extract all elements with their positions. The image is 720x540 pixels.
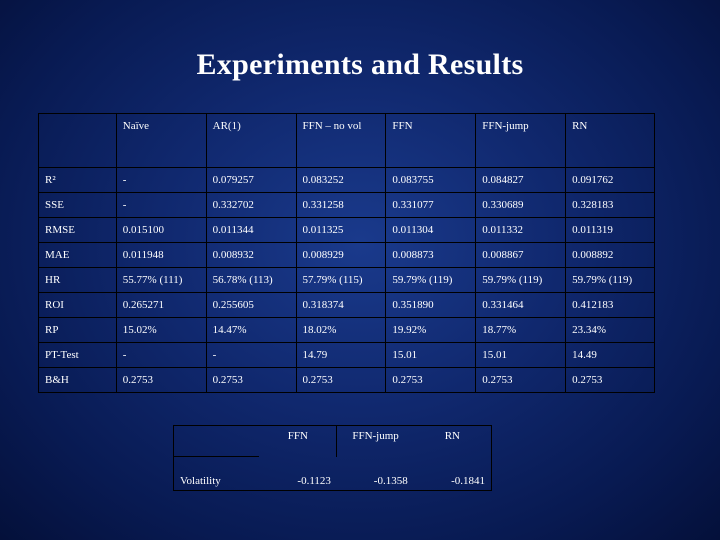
row-label: HR: [38, 267, 117, 293]
table-cell: 0.330689: [475, 192, 567, 218]
table-cell: -: [115, 192, 207, 218]
table-cell: 0.011344: [205, 217, 297, 243]
volatility-data-row: Volatility -0.1123 -0.1358 -0.1841: [173, 456, 492, 491]
table-cell: 0.2753: [205, 367, 297, 393]
volatility-header-ffn-jump: FFN-jump: [336, 425, 414, 457]
header-cell-empty: [38, 113, 117, 168]
volatility-table: FFN FFN-jump RN Volatility -0.1123 -0.13…: [173, 425, 492, 491]
volatility-value-ffn: -0.1123: [259, 456, 337, 491]
table-cell: 0.008932: [205, 242, 297, 268]
table-header-row: Naïve AR(1) FFN – no vol FFN FFN-jump RN: [38, 113, 655, 168]
table-cell: 59.79% (119): [475, 267, 567, 293]
volatility-value-rn: -0.1841: [413, 456, 492, 491]
table-cell: 0.331077: [385, 192, 477, 218]
table-cell: 56.78% (113): [205, 267, 297, 293]
table-cell: 0.008929: [295, 242, 387, 268]
header-cell-ar1: AR(1): [205, 113, 297, 168]
table-cell: 14.47%: [205, 317, 297, 343]
table-cell: 0.332702: [205, 192, 297, 218]
table-cell: 0.011319: [565, 217, 655, 243]
table-cell: 0.328183: [565, 192, 655, 218]
header-cell-ffn-jump: FFN-jump: [475, 113, 567, 168]
volatility-row-label: Volatility: [173, 456, 260, 491]
volatility-header-rn: RN: [413, 425, 492, 457]
table-cell: 0.011332: [475, 217, 567, 243]
table-cell: 0.008892: [565, 242, 655, 268]
table-row: MAE 0.011948 0.008932 0.008929 0.008873 …: [38, 242, 655, 268]
table-row: RP 15.02% 14.47% 18.02% 19.92% 18.77% 23…: [38, 317, 655, 343]
table-cell: 0.2753: [475, 367, 567, 393]
table-cell: 14.49: [565, 342, 655, 368]
table-cell: 0.2753: [115, 367, 207, 393]
table-row: PT-Test - - 14.79 15.01 15.01 14.49: [38, 342, 655, 368]
table-cell: -: [205, 342, 297, 368]
table-cell: 59.79% (119): [385, 267, 477, 293]
header-cell-rn: RN: [565, 113, 655, 168]
volatility-header-ffn: FFN: [259, 425, 338, 457]
header-cell-ffn: FFN: [385, 113, 477, 168]
header-cell-naive: Naïve: [115, 113, 207, 168]
table-cell: 0.008873: [385, 242, 477, 268]
table-cell: 0.011325: [295, 217, 387, 243]
table-cell: 15.01: [475, 342, 567, 368]
results-table: Naïve AR(1) FFN – no vol FFN FFN-jump RN…: [38, 113, 655, 393]
table-cell: 0.2753: [565, 367, 655, 393]
table-cell: 15.02%: [115, 317, 207, 343]
table-cell: 0.083252: [295, 167, 387, 193]
table-cell: 23.34%: [565, 317, 655, 343]
table-row: RMSE 0.015100 0.011344 0.011325 0.011304…: [38, 217, 655, 243]
row-label: MAE: [38, 242, 117, 268]
table-cell: 0.412183: [565, 292, 655, 318]
table-cell: 0.2753: [385, 367, 477, 393]
slide-title: Experiments and Results: [196, 48, 524, 81]
table-cell: 59.79% (119): [565, 267, 655, 293]
table-cell: 55.77% (111): [115, 267, 207, 293]
table-cell: 0.084827: [475, 167, 567, 193]
header-cell-ffn-no-vol: FFN – no vol: [295, 113, 387, 168]
volatility-value-ffn-jump: -0.1358: [336, 456, 414, 491]
table-cell: -: [115, 342, 207, 368]
table-cell: 0.008867: [475, 242, 567, 268]
row-label: SSE: [38, 192, 117, 218]
table-cell: 0.331464: [475, 292, 567, 318]
table-cell: 0.091762: [565, 167, 655, 193]
row-label: RP: [38, 317, 117, 343]
table-cell: 15.01: [385, 342, 477, 368]
table-row: HR 55.77% (111) 56.78% (113) 57.79% (115…: [38, 267, 655, 293]
table-row: R² - 0.079257 0.083252 0.083755 0.084827…: [38, 167, 655, 193]
table-cell: 0.079257: [205, 167, 297, 193]
table-cell: 0.255605: [205, 292, 297, 318]
table-cell: 0.015100: [115, 217, 207, 243]
row-label: ROI: [38, 292, 117, 318]
table-row: B&H 0.2753 0.2753 0.2753 0.2753 0.2753 0…: [38, 367, 655, 393]
table-row: ROI 0.265271 0.255605 0.318374 0.351890 …: [38, 292, 655, 318]
table-cell: 0.351890: [385, 292, 477, 318]
table-cell: 0.011948: [115, 242, 207, 268]
table-cell: 0.2753: [295, 367, 387, 393]
table-cell: 14.79: [295, 342, 387, 368]
volatility-header-row: FFN FFN-jump RN: [173, 425, 492, 457]
table-cell: 18.02%: [295, 317, 387, 343]
table-cell: 18.77%: [475, 317, 567, 343]
row-label: RMSE: [38, 217, 117, 243]
volatility-header-empty: [173, 425, 260, 457]
table-cell: 0.083755: [385, 167, 477, 193]
table-cell: 0.318374: [295, 292, 387, 318]
table-cell: 0.331258: [295, 192, 387, 218]
table-cell: 0.265271: [115, 292, 207, 318]
table-cell: -: [115, 167, 207, 193]
row-label: R²: [38, 167, 117, 193]
table-cell: 0.011304: [385, 217, 477, 243]
table-cell: 19.92%: [385, 317, 477, 343]
table-row: SSE - 0.332702 0.331258 0.331077 0.33068…: [38, 192, 655, 218]
row-label: B&H: [38, 367, 117, 393]
table-cell: 57.79% (115): [295, 267, 387, 293]
row-label: PT-Test: [38, 342, 117, 368]
